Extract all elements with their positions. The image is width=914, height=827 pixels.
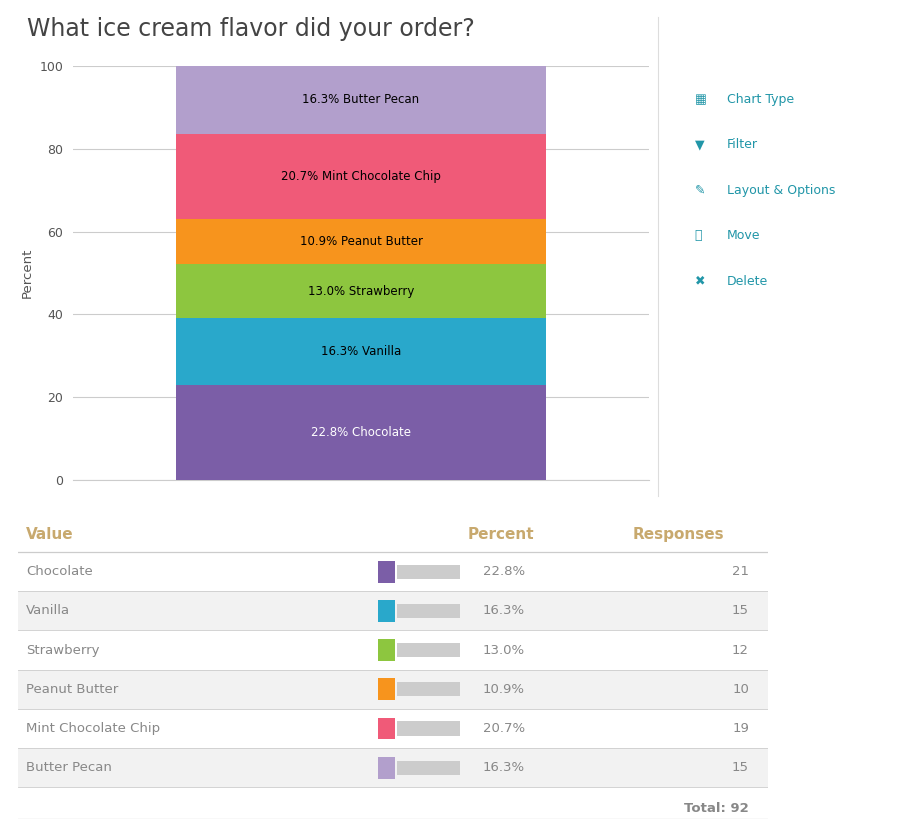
Text: 19: 19 — [732, 722, 749, 735]
Text: Layout & Options: Layout & Options — [727, 184, 835, 197]
Text: 16.3% Butter Pecan: 16.3% Butter Pecan — [303, 93, 420, 107]
Text: 20.7%: 20.7% — [483, 722, 525, 735]
Text: Chocolate: Chocolate — [26, 565, 92, 578]
FancyBboxPatch shape — [378, 639, 395, 661]
Text: 10.9%: 10.9% — [483, 683, 525, 696]
Text: Value: Value — [26, 527, 73, 542]
Text: 15: 15 — [732, 761, 749, 774]
Text: What ice cream flavor did your order?: What ice cream flavor did your order? — [27, 17, 475, 41]
Bar — [175, 385, 546, 480]
FancyBboxPatch shape — [397, 721, 461, 735]
FancyBboxPatch shape — [18, 630, 768, 670]
Text: 21: 21 — [732, 565, 749, 578]
Text: Vanilla: Vanilla — [26, 605, 69, 617]
FancyBboxPatch shape — [378, 561, 395, 582]
Bar — [175, 66, 546, 134]
Text: Strawberry: Strawberry — [26, 643, 100, 657]
FancyBboxPatch shape — [18, 591, 768, 630]
Text: Mint Chocolate Chip: Mint Chocolate Chip — [26, 722, 160, 735]
FancyBboxPatch shape — [378, 600, 395, 622]
FancyBboxPatch shape — [18, 670, 768, 709]
FancyBboxPatch shape — [378, 678, 395, 700]
Text: 22.8%: 22.8% — [483, 565, 525, 578]
Text: Filter: Filter — [727, 138, 758, 151]
Text: 12: 12 — [732, 643, 749, 657]
FancyBboxPatch shape — [397, 643, 461, 657]
Text: Peanut Butter: Peanut Butter — [26, 683, 118, 696]
Text: Move: Move — [727, 229, 760, 242]
FancyBboxPatch shape — [378, 757, 395, 779]
Text: 20.7% Mint Chocolate Chip: 20.7% Mint Chocolate Chip — [282, 170, 441, 183]
Text: 16.3%: 16.3% — [483, 605, 525, 617]
Text: Delete: Delete — [727, 275, 768, 288]
Text: Butter Pecan: Butter Pecan — [26, 761, 112, 774]
FancyBboxPatch shape — [397, 682, 461, 696]
Bar — [175, 318, 546, 385]
Text: Total: 92: Total: 92 — [685, 802, 749, 815]
FancyBboxPatch shape — [397, 761, 461, 775]
Text: 10: 10 — [732, 683, 749, 696]
FancyBboxPatch shape — [397, 565, 461, 579]
FancyBboxPatch shape — [18, 709, 768, 748]
FancyBboxPatch shape — [18, 748, 768, 787]
FancyBboxPatch shape — [18, 552, 768, 591]
Text: Responses: Responses — [632, 527, 725, 542]
Text: Percent: Percent — [468, 527, 535, 542]
FancyBboxPatch shape — [397, 604, 461, 618]
Bar — [175, 219, 546, 265]
Text: ➕: ➕ — [695, 229, 702, 242]
Text: 22.8% Chocolate: 22.8% Chocolate — [311, 426, 411, 439]
Text: ▦: ▦ — [695, 93, 707, 106]
Bar — [175, 133, 546, 219]
Text: 13.0% Strawberry: 13.0% Strawberry — [308, 284, 414, 298]
Text: ✎: ✎ — [695, 184, 705, 197]
Text: Chart Type: Chart Type — [727, 93, 793, 106]
Bar — [175, 265, 546, 318]
Text: ✖: ✖ — [695, 275, 705, 288]
Y-axis label: Percent: Percent — [21, 248, 34, 298]
Text: 10.9% Peanut Butter: 10.9% Peanut Butter — [300, 235, 422, 248]
Text: 16.3% Vanilla: 16.3% Vanilla — [321, 345, 401, 358]
Text: ▼: ▼ — [695, 138, 705, 151]
Text: 13.0%: 13.0% — [483, 643, 525, 657]
Text: 15: 15 — [732, 605, 749, 617]
FancyBboxPatch shape — [378, 718, 395, 739]
Text: 16.3%: 16.3% — [483, 761, 525, 774]
